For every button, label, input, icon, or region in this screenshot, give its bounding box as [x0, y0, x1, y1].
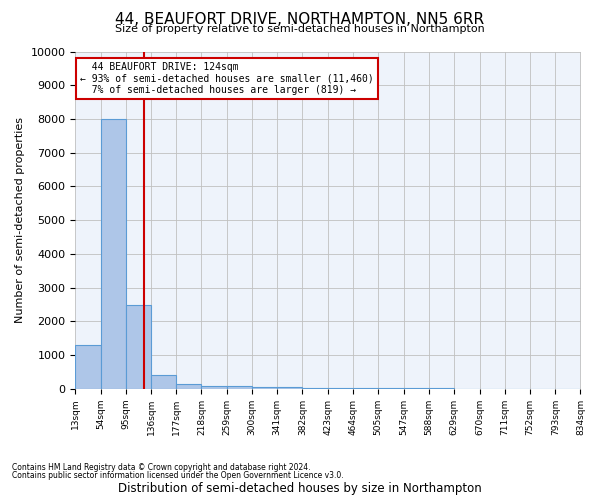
- Bar: [252, 387, 277, 389]
- Bar: [404, 388, 429, 389]
- Y-axis label: Number of semi-detached properties: Number of semi-detached properties: [15, 117, 25, 323]
- Bar: [353, 388, 378, 389]
- Bar: [227, 386, 252, 389]
- Text: Contains public sector information licensed under the Open Government Licence v3: Contains public sector information licen…: [12, 471, 344, 480]
- Bar: [176, 384, 202, 389]
- Text: Distribution of semi-detached houses by size in Northampton: Distribution of semi-detached houses by …: [118, 482, 482, 495]
- Bar: [328, 388, 353, 389]
- Text: 44, BEAUFORT DRIVE, NORTHAMPTON, NN5 6RR: 44, BEAUFORT DRIVE, NORTHAMPTON, NN5 6RR: [115, 12, 485, 28]
- Bar: [277, 387, 302, 389]
- Text: Size of property relative to semi-detached houses in Northampton: Size of property relative to semi-detach…: [115, 24, 485, 34]
- Bar: [151, 376, 176, 389]
- Bar: [101, 119, 126, 389]
- Text: 44 BEAUFORT DRIVE: 124sqm
← 93% of semi-detached houses are smaller (11,460)
  7: 44 BEAUFORT DRIVE: 124sqm ← 93% of semi-…: [80, 62, 374, 95]
- Bar: [75, 345, 101, 389]
- Bar: [202, 386, 227, 389]
- Bar: [302, 388, 328, 389]
- Bar: [126, 304, 151, 389]
- Bar: [378, 388, 404, 389]
- Text: Contains HM Land Registry data © Crown copyright and database right 2024.: Contains HM Land Registry data © Crown c…: [12, 464, 311, 472]
